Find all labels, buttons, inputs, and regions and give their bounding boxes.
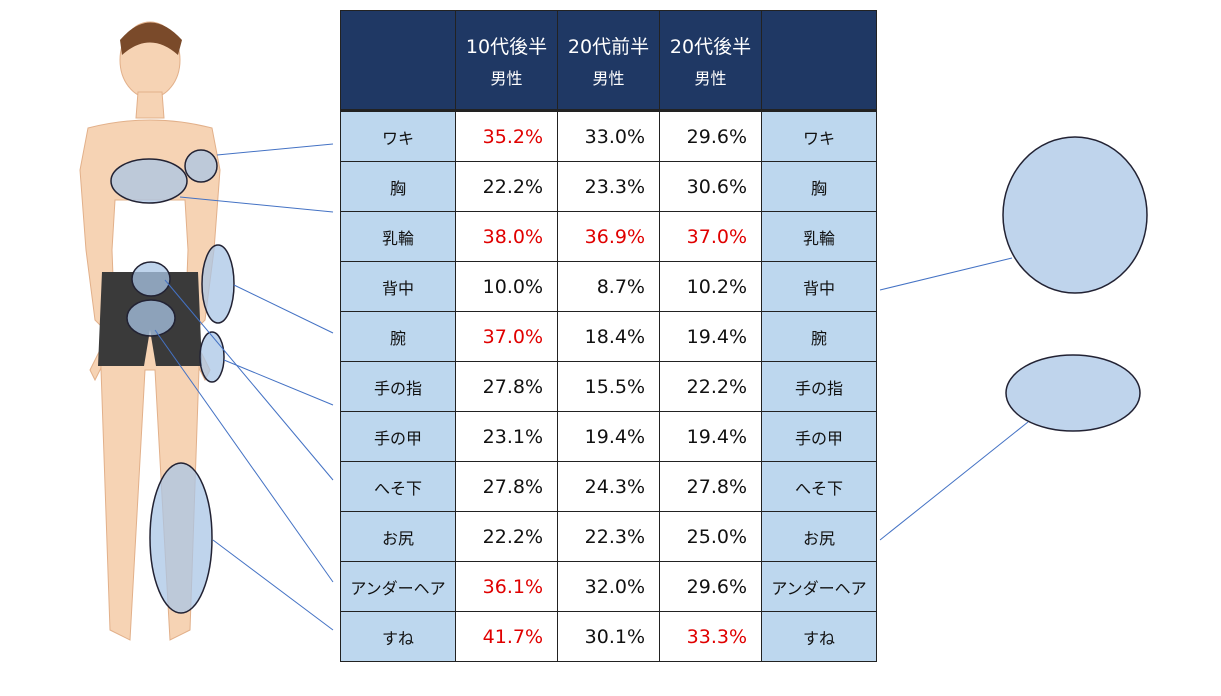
value-cell: 36.9% (557, 211, 660, 262)
value-cell: 27.8% (455, 361, 558, 412)
table-row: 背中 10.0% 8.7% 10.2% 背中 (340, 261, 877, 312)
row-label: 胸 (340, 161, 456, 212)
value-cell: 41.7% (455, 611, 558, 662)
row-label: ワキ (761, 109, 877, 162)
header-line: 男性 (490, 68, 523, 88)
row-label: 乳輪 (340, 211, 456, 262)
highlight-areas (110, 136, 1148, 614)
row-label: 乳輪 (761, 211, 877, 262)
value-cell: 27.8% (659, 461, 762, 512)
value-cell: 38.0% (455, 211, 558, 262)
value-cell: 36.1% (455, 561, 558, 612)
row-label: お尻 (340, 511, 456, 562)
header-line: 男性 (592, 68, 625, 88)
value-cell: 37.0% (659, 211, 762, 262)
table-row: すね 41.7% 30.1% 33.3% すね (340, 611, 877, 662)
row-label: 手の甲 (761, 411, 877, 462)
row-label: お尻 (761, 511, 877, 562)
row-label: アンダーヘア (761, 561, 877, 612)
value-cell: 23.1% (455, 411, 558, 462)
value-cell: 29.6% (659, 109, 762, 162)
header-line: 10代後半 (465, 35, 548, 58)
table-row: 手の甲 23.1% 19.4% 19.4% 手の甲 (340, 411, 877, 462)
row-label: すね (761, 611, 877, 662)
row-label: 背中 (761, 261, 877, 312)
table-row: ワキ 35.2% 33.0% 29.6% ワキ (340, 109, 877, 162)
value-cell: 22.2% (455, 511, 558, 562)
value-cell: 24.3% (557, 461, 660, 512)
value-cell: 15.5% (557, 361, 660, 412)
value-cell: 22.2% (659, 361, 762, 412)
value-cell: 27.8% (455, 461, 558, 512)
table-body: ワキ 35.2% 33.0% 29.6% ワキ胸 22.2% 23.3% 30.6% 胸乳輪 38… (340, 109, 877, 662)
row-label: 背中 (340, 261, 456, 312)
value-cell: 30.1% (557, 611, 660, 662)
table-row: お尻 22.2% 22.3% 25.0% お尻 (340, 511, 877, 562)
header-cell (761, 10, 877, 111)
row-label: 手の指 (761, 361, 877, 412)
row-label: 手の指 (340, 361, 456, 412)
row-label: すね (340, 611, 456, 662)
row-label: へそ下 (761, 461, 877, 512)
row-label: アンダーヘア (340, 561, 456, 612)
value-cell: 35.2% (455, 109, 558, 162)
value-cell: 22.3% (557, 511, 660, 562)
row-label: 腕 (340, 311, 456, 362)
value-cell: 19.4% (659, 411, 762, 462)
header-line: 20代前半 (567, 35, 650, 58)
value-cell: 19.4% (659, 311, 762, 362)
header-cell: 20代後半男性 (659, 10, 762, 111)
value-cell: 19.4% (557, 411, 660, 462)
header-line: 20代後半 (669, 35, 752, 58)
table-row: 腕 37.0% 18.4% 19.4% 腕 (340, 311, 877, 362)
row-label: ワキ (340, 109, 456, 162)
value-cell: 37.0% (455, 311, 558, 362)
table-row: アンダーヘア 36.1% 32.0% 29.6% アンダーヘア (340, 561, 877, 612)
value-cell: 25.0% (659, 511, 762, 562)
row-label: 胸 (761, 161, 877, 212)
value-cell: 10.0% (455, 261, 558, 312)
value-cell: 22.2% (455, 161, 558, 212)
table-row: 胸 22.2% 23.3% 30.6% 胸 (340, 161, 877, 212)
data-table: 10代後半 男性 20代前半 男性 20代後半 男性 ワキ 35.2% 33.0% 29.6% ワ… (340, 10, 877, 662)
value-cell: 23.3% (557, 161, 660, 212)
table-row: 手の指 27.8% 15.5% 22.2% 手の指 (340, 361, 877, 412)
header-row: 10代後半 男性 20代前半 男性 20代後半 男性 (340, 10, 877, 111)
value-cell: 32.0% (557, 561, 660, 612)
value-cell: 33.3% (659, 611, 762, 662)
header-cell: 10代後半男性 (455, 10, 558, 111)
row-label: へそ下 (340, 461, 456, 512)
row-label: 腕 (761, 311, 877, 362)
value-cell: 18.4% (557, 311, 660, 362)
header-cell: 20代前半男性 (557, 10, 660, 111)
value-cell: 33.0% (557, 109, 660, 162)
table-row: へそ下 27.8% 24.3% 27.8% へそ下 (340, 461, 877, 512)
header-line: 男性 (694, 68, 727, 88)
value-cell: 8.7% (557, 261, 660, 312)
row-label: 手の甲 (340, 411, 456, 462)
header-cell (340, 10, 456, 111)
table-row: 乳輪 38.0% 36.9% 37.0% 乳輪 (340, 211, 877, 262)
value-cell: 10.2% (659, 261, 762, 312)
hair (120, 22, 182, 55)
value-cell: 29.6% (659, 561, 762, 612)
value-cell: 30.6% (659, 161, 762, 212)
leader-lines (154, 143, 1029, 631)
